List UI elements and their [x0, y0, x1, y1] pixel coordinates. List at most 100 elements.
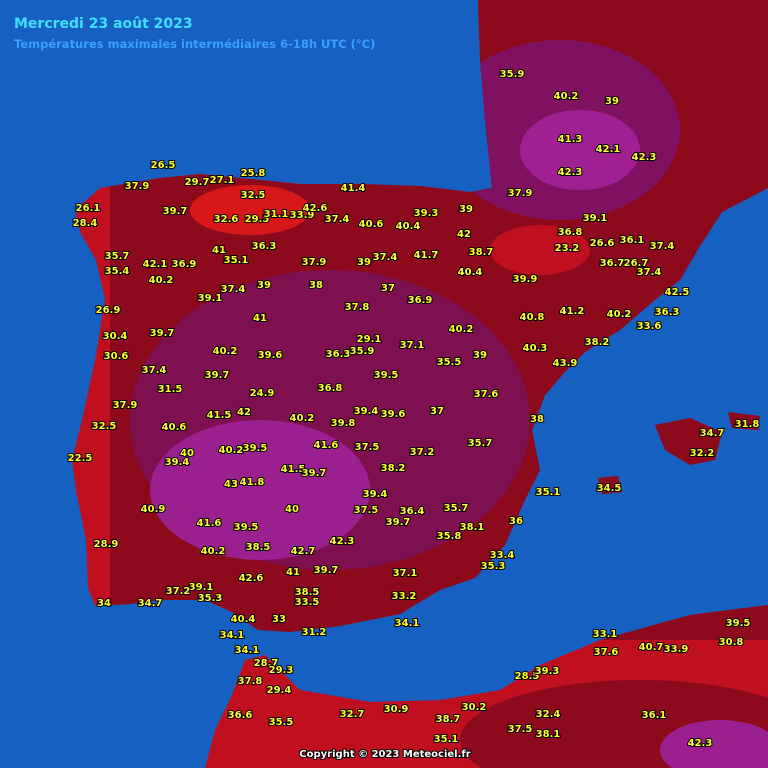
temperature-label: 32.5: [241, 190, 266, 201]
temperature-label: 39.7: [314, 565, 339, 576]
temperature-label: 37.4: [221, 284, 246, 295]
temperature-label: 35.7: [105, 251, 130, 262]
temperature-label: 39.1: [198, 293, 223, 304]
temperature-label: 39.5: [234, 522, 259, 533]
temperature-label: 40.2: [149, 275, 174, 286]
temperature-label: 41: [253, 313, 267, 324]
temperature-label: 36.8: [318, 383, 343, 394]
temperature-label: 42.3: [330, 536, 355, 547]
temperature-label: 28.9: [94, 539, 119, 550]
temperature-label: 28.4: [73, 218, 98, 229]
temperature-label: 42.3: [558, 167, 583, 178]
temperature-label: 40.3: [523, 343, 548, 354]
temperature-label: 39: [459, 204, 473, 215]
temperature-label: 36.1: [642, 710, 667, 721]
temperature-label: 40.4: [231, 614, 256, 625]
temperature-label: 33.6: [637, 321, 662, 332]
temperature-label: 40.2: [201, 546, 226, 557]
temperature-label: 41.2: [560, 306, 585, 317]
temperature-label: 37.8: [345, 302, 370, 313]
temperature-label: 32.2: [690, 448, 715, 459]
temperature-label: 34: [97, 598, 111, 609]
temperature-label: 40.4: [396, 221, 421, 232]
temperature-label: 29.5: [245, 214, 270, 225]
temperature-label: 40.6: [359, 219, 384, 230]
temperature-label: 40.2: [290, 413, 315, 424]
temperature-label: 37.4: [142, 365, 167, 376]
temperature-label: 33.2: [392, 591, 417, 602]
temperature-label: 43.9: [553, 358, 578, 369]
temperature-label: 32.7: [340, 709, 365, 720]
temperature-label: 36.1: [620, 235, 645, 246]
temperature-label: 36.8: [558, 227, 583, 238]
temperature-label: 36.3: [252, 241, 277, 252]
temperature-label: 27.1: [210, 175, 235, 186]
temperature-label: 42.6: [303, 203, 328, 214]
temperature-label: 39.5: [726, 618, 751, 629]
zone-extreme: [150, 420, 370, 560]
temperature-label: 37.6: [594, 647, 619, 658]
temperature-label: 36: [509, 516, 523, 527]
temperature-label: 39.7: [150, 328, 175, 339]
temperature-label: 33.9: [290, 210, 315, 221]
temperature-label: 34.1: [235, 645, 260, 656]
temperature-label: 37: [430, 406, 444, 417]
temperature-label: 23.2: [555, 243, 580, 254]
temperature-label: 42: [457, 229, 471, 240]
temperature-label: 40.8: [520, 312, 545, 323]
temperature-label: 40: [180, 448, 194, 459]
temperature-label: 33: [272, 614, 286, 625]
temperature-label: 26.9: [96, 305, 121, 316]
zone-extreme: [660, 720, 768, 768]
station-labels: 26.5 29.7 27.1 25.8 32.5 26.1 28.4 37.9 39.7 32.6…: [67, 68, 761, 750]
temperature-label: 35.1: [434, 734, 459, 745]
temperature-label: 35.5: [269, 717, 294, 728]
temperature-label: 37.8: [238, 676, 263, 687]
temperature-label: 39.4: [354, 406, 379, 417]
temperature-label: 39.6: [381, 409, 406, 420]
zone-extreme: [520, 110, 640, 190]
temperature-label: 37.4: [650, 241, 675, 252]
temperature-label: 30.9: [384, 704, 409, 715]
temperature-label: 42.1: [143, 259, 168, 270]
temperature-label: 39.4: [165, 457, 190, 468]
temperature-label: 36.7: [600, 258, 625, 269]
temperature-label: 40.7: [639, 642, 664, 653]
temperature-label: 38.7: [436, 714, 461, 725]
temperature-label: 32.6: [214, 214, 239, 225]
temperature-label: 38: [309, 280, 323, 291]
temperature-label: 39.7: [386, 517, 411, 528]
temperature-label: 34.5: [597, 483, 622, 494]
temperature-label: 41: [286, 567, 300, 578]
temperature-label: 31.8: [735, 419, 760, 430]
temperature-label: 28.5: [515, 671, 540, 682]
temperature-label: 39: [473, 350, 487, 361]
temperature-label: 39.4: [363, 489, 388, 500]
temperature-label: 39.3: [414, 208, 439, 219]
temperature-label: 26.6: [590, 238, 615, 249]
temperature-label: 35.7: [444, 503, 469, 514]
temperature-label: 32.5: [92, 421, 117, 432]
temperature-label: 38.2: [381, 463, 406, 474]
temperature-label: 41.3: [558, 134, 583, 145]
temperature-label: 29.3: [269, 665, 294, 676]
temperature-label: 36.9: [172, 259, 197, 270]
temperature-label: 30.4: [103, 331, 128, 342]
temperature-label: 40.2: [554, 91, 579, 102]
temperature-label: 33.5: [295, 597, 320, 608]
temperature-label: 36.4: [400, 506, 425, 517]
temperature-label: 35.7: [468, 438, 493, 449]
temperature-label: 42: [237, 407, 251, 418]
temperature-label: 37.5: [508, 724, 533, 735]
temperature-label: 41.5: [281, 464, 306, 475]
temperature-label: 32.4: [536, 709, 561, 720]
temperature-label: 40.6: [162, 422, 187, 433]
temperature-label: 37.9: [113, 400, 138, 411]
temperature-label: 41.6: [314, 440, 339, 451]
temperature-label: 28.7: [254, 658, 279, 669]
temperature-label: 42.3: [632, 152, 657, 163]
temperature-label: 37.5: [354, 505, 379, 516]
copyright: Copyright © 2023 Meteociel.fr: [299, 749, 470, 760]
temperature-label: 35.3: [481, 561, 506, 572]
